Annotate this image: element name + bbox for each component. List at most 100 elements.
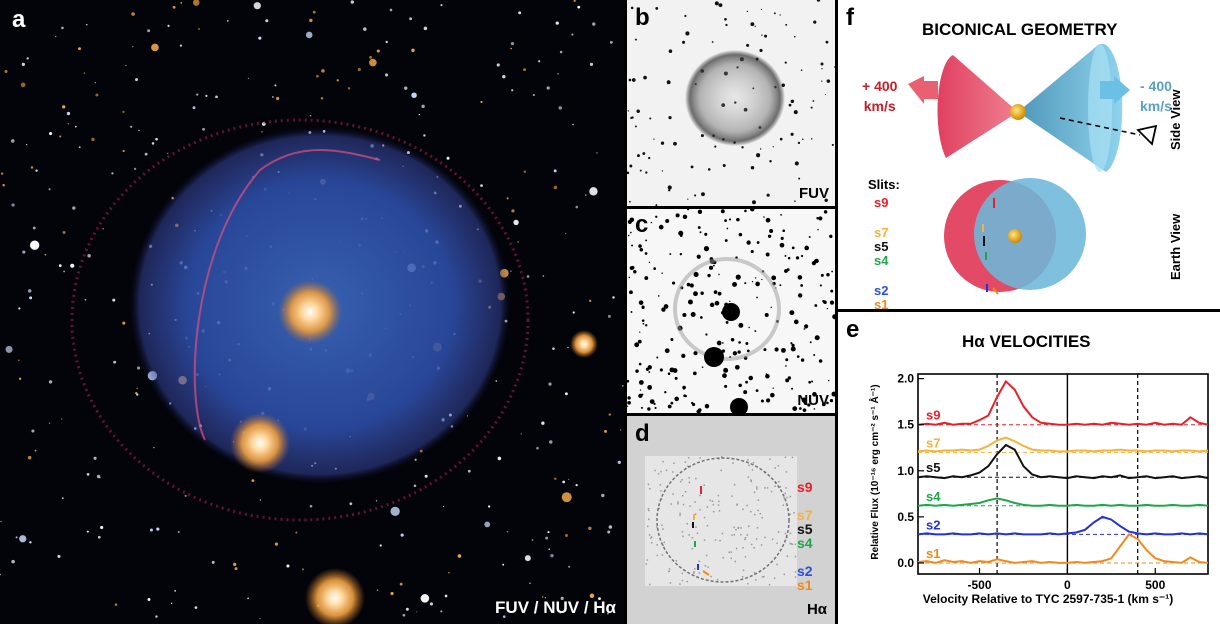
star-dot	[510, 270, 512, 272]
noise-dot	[650, 537, 652, 539]
noise-dot	[709, 499, 711, 502]
noise-dot	[660, 470, 662, 473]
noise-dot	[782, 504, 785, 506]
noise-dot	[794, 555, 797, 558]
star-dot	[440, 610, 443, 613]
noise-dot	[706, 525, 709, 527]
star-dot	[744, 282, 747, 285]
star-dot	[667, 372, 671, 375]
noise-dot	[768, 583, 771, 586]
noise-dot	[646, 525, 649, 528]
noise-dot	[754, 513, 756, 516]
star-dot	[754, 277, 757, 279]
panel-e-label: e	[846, 316, 860, 343]
star-dot	[2, 183, 5, 187]
star-dot	[559, 50, 563, 54]
star-dot	[179, 44, 183, 47]
star-dot	[78, 47, 81, 51]
star-dot	[620, 429, 622, 431]
star-dot	[259, 618, 261, 620]
star-dot	[554, 477, 557, 480]
star-dot	[826, 401, 829, 405]
star-dot	[589, 187, 598, 196]
right-velocity-value: - 400	[1140, 78, 1172, 94]
star-dot	[700, 291, 704, 295]
star-dot	[794, 161, 799, 166]
pink-rim	[193, 149, 381, 441]
noise-dot	[742, 546, 744, 549]
star-dot	[693, 351, 698, 356]
star-dot	[648, 156, 651, 160]
star-dot	[440, 4, 443, 7]
noise-dot	[763, 575, 765, 578]
star-dot	[824, 198, 828, 203]
star-dot	[640, 406, 643, 409]
star-dot	[746, 43, 750, 47]
star-dot	[818, 216, 823, 221]
noise-dot	[648, 534, 651, 536]
noise-dot	[774, 485, 776, 488]
noise-dot	[661, 524, 663, 526]
star-dot	[804, 324, 809, 329]
star-dot	[405, 607, 409, 611]
star-dot	[604, 429, 607, 433]
noise-dot	[649, 583, 651, 586]
star-dot	[809, 341, 812, 344]
noise-dot	[665, 469, 668, 472]
noise-dot	[740, 533, 742, 536]
star-dot	[577, 5, 581, 9]
noise-dot	[718, 510, 721, 512]
star-dot	[531, 539, 534, 541]
noise-dot	[656, 544, 658, 546]
bright-star-4	[570, 330, 598, 358]
noise-dot	[774, 467, 776, 469]
star-dot	[155, 615, 158, 618]
slit-s7: s7	[797, 507, 813, 523]
star-dot	[741, 146, 744, 149]
star-dot	[661, 307, 666, 312]
star-dot	[94, 82, 97, 84]
star-dot	[48, 422, 51, 424]
star-dot	[800, 358, 805, 362]
star-dot	[631, 116, 634, 119]
panel-d-label: d	[635, 420, 650, 447]
noise-dot	[776, 542, 778, 545]
noise-dot	[794, 571, 797, 573]
star-dot	[674, 376, 678, 380]
star-dot	[97, 535, 101, 539]
noise-dot	[675, 560, 678, 562]
star-dot	[567, 478, 570, 481]
outer-halpha-shell	[70, 118, 530, 522]
star-dot	[813, 20, 817, 24]
noise-dot	[744, 536, 747, 539]
star-dot	[790, 346, 796, 352]
noise-dot	[764, 487, 766, 489]
star-dot	[802, 408, 807, 412]
noise-dot	[687, 465, 689, 468]
noise-dot	[656, 554, 659, 557]
star-dot	[653, 402, 656, 406]
star-dot	[572, 311, 575, 314]
star-dot	[655, 215, 658, 218]
star-dot	[529, 582, 531, 585]
star-dot	[644, 276, 649, 280]
star-dot	[717, 291, 722, 296]
star-dot	[748, 326, 750, 329]
star-dot	[226, 20, 229, 22]
noise-dot	[703, 539, 706, 541]
star-dot	[557, 73, 559, 75]
right-velocity: - 400 km/s	[1140, 76, 1172, 116]
noise-dot	[686, 523, 689, 525]
star-dot	[790, 99, 795, 104]
star-dot	[29, 541, 32, 544]
star-dot	[423, 26, 428, 31]
star-dot	[639, 169, 642, 172]
noise-dot	[773, 577, 776, 579]
star-dot	[763, 348, 767, 352]
star-dot	[766, 193, 770, 197]
star-dot	[756, 153, 761, 158]
star-dot	[694, 194, 697, 197]
star-dot	[444, 594, 448, 598]
star-dot	[347, 87, 351, 90]
noise-dot	[648, 518, 650, 521]
